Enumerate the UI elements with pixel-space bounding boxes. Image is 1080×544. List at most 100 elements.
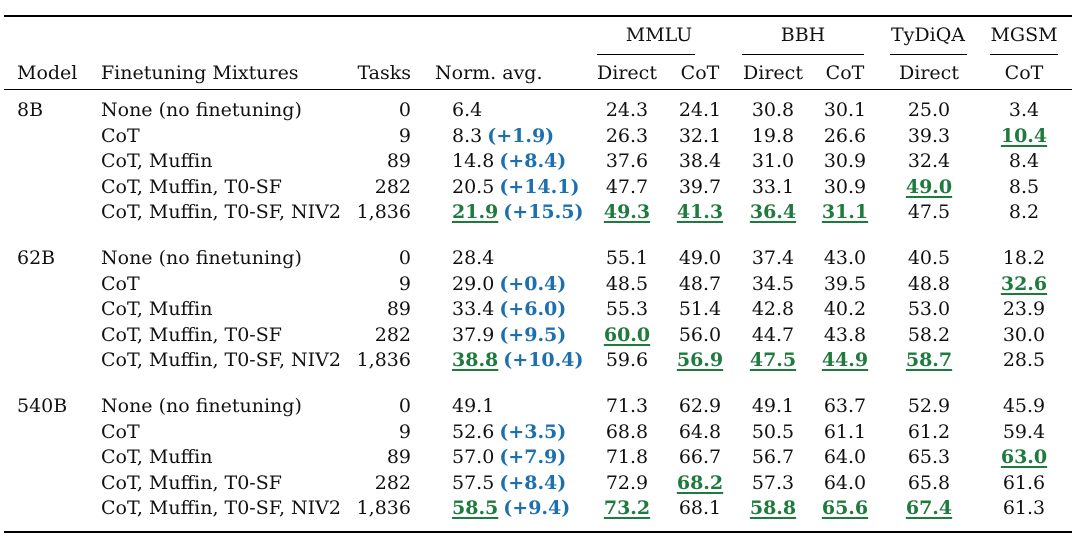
norm-avg-delta: (+9.4): [503, 497, 571, 520]
mixture-label: CoT, Muffin: [101, 446, 213, 469]
group-header: TyDiQA: [890, 24, 966, 46]
col-header-metric: Direct: [899, 62, 959, 84]
metric-value: 63.0: [1000, 446, 1048, 469]
metric-value: 30.8: [751, 99, 795, 121]
tasks-value: 0: [398, 395, 411, 417]
mixture-label: CoT, Muffin, T0-SF, NIV2: [101, 349, 341, 372]
norm-avg-cell: 49.1: [452, 395, 494, 417]
metric-value: 41.3: [676, 201, 724, 224]
norm-avg-cell: 14.8 (+8.4): [452, 150, 566, 172]
norm-avg-delta: (+6.0): [499, 298, 567, 321]
mixture-label: CoT, Muffin: [101, 150, 213, 173]
metric-value: 56.0: [678, 323, 722, 346]
norm-avg-value: 6.4: [452, 99, 483, 121]
metric-value: 32.4: [907, 150, 951, 173]
mixture-label: CoT, Muffin: [101, 298, 213, 321]
norm-avg-cell: 20.5 (+14.1): [452, 176, 580, 198]
metric-value: 53.0: [907, 298, 951, 321]
metric-value: 62.9: [678, 395, 722, 417]
model-label: 8B: [17, 99, 44, 121]
mixture-label: CoT: [101, 124, 140, 147]
tasks-value: 0: [398, 247, 411, 269]
mixture-label: CoT: [101, 420, 140, 443]
metric-value: 67.4: [905, 497, 953, 520]
norm-avg-delta: (+8.4): [499, 150, 567, 173]
metric-value: 44.9: [821, 349, 869, 372]
metric-value: 68.8: [605, 420, 649, 443]
norm-avg-delta: (+0.4): [499, 272, 567, 295]
metric-value: 49.3: [603, 201, 651, 224]
metric-value: 33.1: [751, 175, 795, 198]
norm-avg-value: 33.4: [452, 298, 495, 321]
metric-value: 57.3: [751, 471, 795, 494]
col-header-metric: CoT: [1004, 62, 1044, 84]
metric-value: 68.1: [678, 497, 722, 520]
mixture-label: None (no finetuning): [101, 99, 302, 121]
metric-value: 73.2: [603, 497, 651, 520]
tasks-value: 282: [374, 471, 411, 494]
metric-value: 55.1: [605, 247, 649, 269]
col-header-metric: CoT: [825, 62, 865, 84]
col-header-mixtures: Finetuning Mixtures: [101, 62, 299, 84]
norm-avg-value: 14.8: [452, 150, 495, 173]
model-label: 540B: [17, 395, 68, 417]
norm-avg-value: 20.5: [452, 175, 495, 198]
mixture-label: CoT, Muffin, T0-SF, NIV2: [101, 201, 341, 224]
mixture-label: CoT, Muffin, T0-SF: [101, 471, 282, 494]
metric-value: 37.4: [751, 247, 795, 269]
metric-value: 26.3: [605, 124, 649, 147]
norm-avg-cell: 57.5 (+8.4): [452, 472, 566, 494]
tasks-value: 1,836: [356, 497, 411, 520]
norm-avg-delta: (+9.5): [499, 323, 567, 346]
norm-avg-value: 21.9: [452, 201, 499, 224]
norm-avg-value: 38.8: [452, 349, 499, 372]
norm-avg-value: 29.0: [452, 272, 495, 295]
metric-value: 47.5: [907, 201, 951, 224]
metric-value: 23.9: [1002, 298, 1046, 321]
metric-value: 42.8: [751, 298, 795, 321]
metric-value: 58.2: [907, 323, 951, 346]
tasks-value: 1,836: [356, 349, 411, 372]
norm-avg-cell: 58.5 (+9.4): [452, 497, 570, 519]
group-header: BBH: [780, 24, 826, 46]
metric-value: 10.4: [1000, 124, 1048, 147]
metric-value: 71.8: [605, 446, 649, 469]
header-rule: [4, 89, 1072, 90]
metric-value: 63.7: [823, 395, 867, 417]
norm-avg-cell: 38.8 (+10.4): [452, 349, 583, 371]
metric-value: 64.0: [823, 471, 867, 494]
tasks-value: 89: [386, 298, 411, 321]
bottom-rule: [4, 531, 1072, 533]
metric-value: 52.9: [907, 395, 951, 417]
metric-value: 58.7: [905, 349, 953, 372]
norm-avg-delta: (+1.9): [487, 124, 555, 147]
metric-value: 30.9: [823, 175, 867, 198]
metric-value: 56.9: [676, 349, 724, 372]
metric-value: 34.5: [751, 272, 795, 295]
metric-value: 45.9: [1002, 395, 1046, 417]
metric-value: 30.9: [823, 150, 867, 173]
metric-value: 26.6: [823, 124, 867, 147]
metric-value: 51.4: [678, 298, 722, 321]
model-label: 62B: [17, 247, 56, 269]
metric-value: 28.5: [1002, 349, 1046, 372]
tasks-value: 89: [386, 150, 411, 173]
mixture-label: CoT, Muffin, T0-SF: [101, 175, 282, 198]
mixture-label: CoT, Muffin, T0-SF: [101, 323, 282, 346]
metric-value: 43.0: [823, 247, 867, 269]
norm-avg-delta: (+7.9): [499, 446, 567, 469]
norm-avg-cell: 37.9 (+9.5): [452, 324, 566, 346]
norm-avg-delta: (+10.4): [503, 349, 584, 372]
metric-value: 31.0: [751, 150, 795, 173]
norm-avg-value: 8.3: [452, 124, 483, 147]
col-header-metric: Direct: [743, 62, 803, 84]
metric-value: 49.0: [905, 175, 953, 198]
metric-value: 18.2: [1002, 247, 1046, 269]
metric-value: 55.3: [605, 298, 649, 321]
metric-value: 72.9: [605, 471, 649, 494]
col-header-model: Model: [17, 62, 78, 84]
metric-value: 66.7: [678, 446, 722, 469]
metric-value: 68.2: [676, 471, 724, 494]
metric-value: 44.7: [751, 323, 795, 346]
metric-value: 40.2: [823, 298, 867, 321]
